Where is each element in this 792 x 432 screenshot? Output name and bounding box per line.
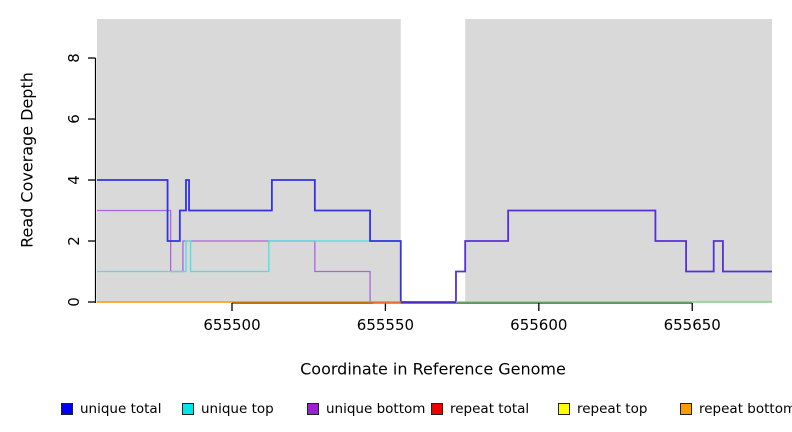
legend-label: unique bottom: [326, 401, 426, 417]
legend-label: unique total: [80, 401, 162, 417]
legend-label: repeat top: [577, 401, 648, 417]
legend-swatch-unique-total: [61, 403, 73, 415]
series-unique-total-left-of-gap-: [97, 179, 402, 302]
no-data-gap: [400, 19, 466, 302]
legend-swatch-unique-top: [182, 403, 194, 415]
legend-item-repeat-bottom: repeat bottom: [680, 398, 792, 420]
y-tick-label: 0: [65, 297, 83, 307]
legend-swatch-repeat-total: [431, 403, 443, 415]
series-unique-total-unique-bottom-right-of-gap-: [400, 209, 772, 303]
legend-swatch-repeat-bottom: [680, 403, 692, 415]
legend-item-repeat-top: repeat top: [558, 398, 647, 420]
legend-label: repeat bottom: [699, 401, 792, 417]
y-tick-label: 4: [65, 175, 83, 185]
x-tick-label: 655650: [663, 316, 721, 334]
legend: unique total unique top unique bottom repea…: [0, 398, 792, 424]
legend-swatch-unique-bottom: [307, 403, 319, 415]
x-tick-label: 655550: [356, 316, 415, 334]
series-unique-top: [97, 240, 401, 273]
legend-item-unique-top: unique top: [182, 398, 274, 420]
x-tick-label: 655500: [203, 316, 261, 334]
y-tick-label: 8: [65, 53, 83, 63]
legend-label: unique top: [201, 401, 274, 417]
legend-swatch-repeat-top: [558, 403, 570, 415]
legend-item-repeat-total: repeat total: [431, 398, 529, 420]
x-tick-label: 655600: [510, 316, 568, 334]
y-tick-label: 6: [65, 114, 83, 124]
y-tick-label: 2: [65, 236, 83, 246]
legend-item-unique-bottom: unique bottom: [307, 398, 425, 420]
legend-item-unique-total: unique total: [61, 398, 161, 420]
x-axis-title: Coordinate in Reference Genome: [300, 359, 566, 379]
y-axis-title: Read Coverage Depth: [17, 72, 37, 248]
legend-label: repeat total: [450, 401, 530, 417]
